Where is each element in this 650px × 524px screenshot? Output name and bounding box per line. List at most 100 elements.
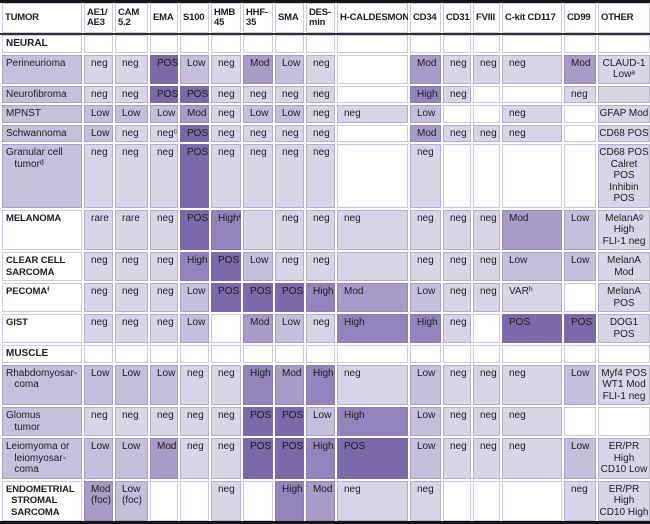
- cell-granular-cell-tumor-cd31: [441, 142, 473, 210]
- cell-perineurioma-hhf35: Mod: [241, 52, 275, 86]
- col-header-fviii: FVIII: [471, 0, 502, 35]
- cell-leiomyoma-or-leiomyosar-coma-cd31: neg: [441, 436, 473, 481]
- cell-gist-other: DOG1 POS: [596, 312, 650, 345]
- cell-glomus-tumor-sma: POS: [273, 405, 306, 438]
- table-body: NEURAL Perineurioma neg neg POS Low neg Mod Low n…: [0, 33, 650, 524]
- cell-pecoma-hcaldesmon: Mod: [335, 281, 410, 314]
- col-header-desmin: DES- min: [304, 0, 337, 35]
- cell-muscle-ema: [148, 343, 180, 365]
- cell-perineurioma-cd31: neg: [441, 52, 473, 86]
- cell-endometrial-stromal-sarcoma-cam52: Low (foc): [113, 478, 150, 524]
- cell-glomus-tumor-other: [596, 405, 650, 438]
- cell-perineurioma-hcaldesmon: [335, 52, 410, 86]
- col-header-cd34: CD34: [408, 0, 443, 35]
- cell-glomus-tumor-s100: neg: [178, 405, 211, 438]
- row-rhabdomyosar-coma: Rhabdomyosar- coma Low Low Low neg neg High Mod…: [0, 362, 650, 407]
- cell-granular-cell-tumor-cd34: neg: [408, 142, 443, 210]
- cell-mpnst-ae1ae3: Low: [82, 103, 115, 125]
- cell-glomus-tumor-ckitcd117: neg: [500, 405, 564, 438]
- cell-neural-hmb45: [209, 33, 243, 55]
- cell-gist-cd34: High: [408, 312, 443, 345]
- cell-melanoma-ae1ae3: rare: [82, 207, 115, 252]
- row-gist: GIST neg neg neg Low Mod Low neg High High neg POS P…: [0, 312, 650, 345]
- cell-leiomyoma-or-leiomyosar-coma-ema: Mod: [148, 436, 180, 481]
- cell-mpnst-hmb45: neg: [209, 103, 243, 125]
- cell-endometrial-stromal-sarcoma-cd34: neg: [408, 478, 443, 524]
- cell-melanoma-cd99: Low: [562, 207, 598, 252]
- cell-endometrial-stromal-sarcoma-ema: [148, 478, 180, 524]
- cell-clear-cell-sarcoma-other: MelanA Mod: [596, 250, 650, 283]
- cell-leiomyoma-or-leiomyosar-coma-desmin: High: [304, 436, 337, 481]
- cell-neural-cam52: [113, 33, 150, 55]
- cell-melanoma-other: MelanAᵍ High FLI-1 neg: [596, 207, 650, 252]
- cell-melanoma-hmb45: Highᵉ: [209, 207, 243, 252]
- col-header-hhf35: HHF- 35: [241, 0, 275, 35]
- cell-mpnst-fviii: [471, 103, 502, 125]
- col-header-ae1ae3: AE1/ AE3: [82, 0, 115, 35]
- cell-pecoma-ema: neg: [148, 281, 180, 314]
- cell-gist-hhf35: Mod: [241, 312, 275, 345]
- cell-gist-ae1ae3: neg: [82, 312, 115, 345]
- cell-melanoma-s100: POS: [178, 207, 211, 252]
- cell-schwannoma-cam52: neg: [113, 122, 150, 144]
- row-label-rhabdomyosar-coma: Rhabdomyosar- coma: [0, 362, 84, 407]
- cell-gist-hcaldesmon: High: [335, 312, 410, 345]
- cell-endometrial-stromal-sarcoma-ae1ae3: Mod (foc): [82, 478, 115, 524]
- cell-rhabdomyosar-coma-hmb45: neg: [209, 362, 243, 407]
- cell-glomus-tumor-cd31: neg: [441, 405, 473, 438]
- row-pecoma: PECOMAᶠ neg neg neg Low POS POS POS High Mod Low ne…: [0, 281, 650, 314]
- header-row: TUMOR AE1/ AE3 CAM 5.2 EMA S100 HMB 45 HHF- 35…: [0, 0, 650, 35]
- cell-leiomyoma-or-leiomyosar-coma-ckitcd117: neg: [500, 436, 564, 481]
- cell-endometrial-stromal-sarcoma-hmb45: neg: [209, 478, 243, 524]
- row-label-melanoma: MELANOMA: [0, 207, 84, 252]
- cell-schwannoma-ema: negᶜ: [148, 122, 180, 144]
- cell-perineurioma-hmb45: neg: [209, 52, 243, 86]
- cell-pecoma-fviii: neg: [471, 281, 502, 314]
- cell-endometrial-stromal-sarcoma-cd31: [441, 478, 473, 524]
- cell-schwannoma-hhf35: neg: [241, 122, 275, 144]
- cell-muscle-cd99: [562, 343, 598, 365]
- row-label-neurofibroma: Neurofibroma: [0, 83, 84, 105]
- cell-perineurioma-desmin: neg: [304, 52, 337, 86]
- cell-leiomyoma-or-leiomyosar-coma-s100: neg: [178, 436, 211, 481]
- cell-granular-cell-tumor-hcaldesmon: [335, 142, 410, 210]
- cell-endometrial-stromal-sarcoma-fviii: [471, 478, 502, 524]
- cell-muscle-hmb45: [209, 343, 243, 365]
- row-mpnst: MPNST Low Low Low Mod neg Low Low neg neg Low neg GF…: [0, 103, 650, 125]
- cell-pecoma-hhf35: POS: [241, 281, 275, 314]
- row-label-endometrial-stromal-sarcoma: ENDOMETRIAL STROMAL SARCOMA: [0, 478, 84, 524]
- cell-schwannoma-hmb45: neg: [209, 122, 243, 144]
- cell-leiomyoma-or-leiomyosar-coma-hhf35: POS: [241, 436, 275, 481]
- cell-melanoma-ema: neg: [148, 207, 180, 252]
- cell-muscle-other: [596, 343, 650, 365]
- cell-neural-sma: [273, 33, 306, 55]
- cell-gist-desmin: neg: [304, 312, 337, 345]
- cell-schwannoma-desmin: neg: [304, 122, 337, 144]
- cell-mpnst-cd34: Low: [408, 103, 443, 125]
- cell-glomus-tumor-ema: neg: [148, 405, 180, 438]
- cell-granular-cell-tumor-ema: neg: [148, 142, 180, 210]
- cell-schwannoma-cd99: [562, 122, 598, 144]
- row-neurofibroma: NeurofibromanegnegPOSᵇPOSnegnegnegnegHig…: [0, 83, 650, 105]
- col-header-cd31: CD31: [441, 0, 473, 35]
- cell-rhabdomyosar-coma-ae1ae3: Low: [82, 362, 115, 407]
- cell-granular-cell-tumor-ckitcd117: [500, 142, 564, 210]
- cell-muscle-cd31: [441, 343, 473, 365]
- cell-melanoma-cam52: rare: [113, 207, 150, 252]
- col-header-other: OTHER: [596, 0, 650, 35]
- cell-neural-ckitcd117: [500, 33, 564, 55]
- cell-mpnst-s100: Mod: [178, 103, 211, 125]
- cell-clear-cell-sarcoma-cd99: Low: [562, 250, 598, 283]
- cell-muscle-ae1ae3: [82, 343, 115, 365]
- cell-pecoma-sma: POS: [273, 281, 306, 314]
- cell-melanoma-desmin: neg: [304, 207, 337, 252]
- cell-clear-cell-sarcoma-desmin: neg: [304, 250, 337, 283]
- row-label-leiomyoma-or-leiomyosar-coma: Leiomyoma or leiomyosar- coma: [0, 436, 84, 481]
- cell-neurofibroma-s100: POS: [178, 83, 211, 105]
- cell-schwannoma-ae1ae3: Low: [82, 122, 115, 144]
- cell-muscle-s100: [178, 343, 211, 365]
- cell-neural-cd34: [408, 33, 443, 55]
- cell-pecoma-ckitcd117: VARʰ: [500, 281, 564, 314]
- cell-granular-cell-tumor-cd99: [562, 142, 598, 210]
- cell-melanoma-hhf35: [241, 207, 275, 252]
